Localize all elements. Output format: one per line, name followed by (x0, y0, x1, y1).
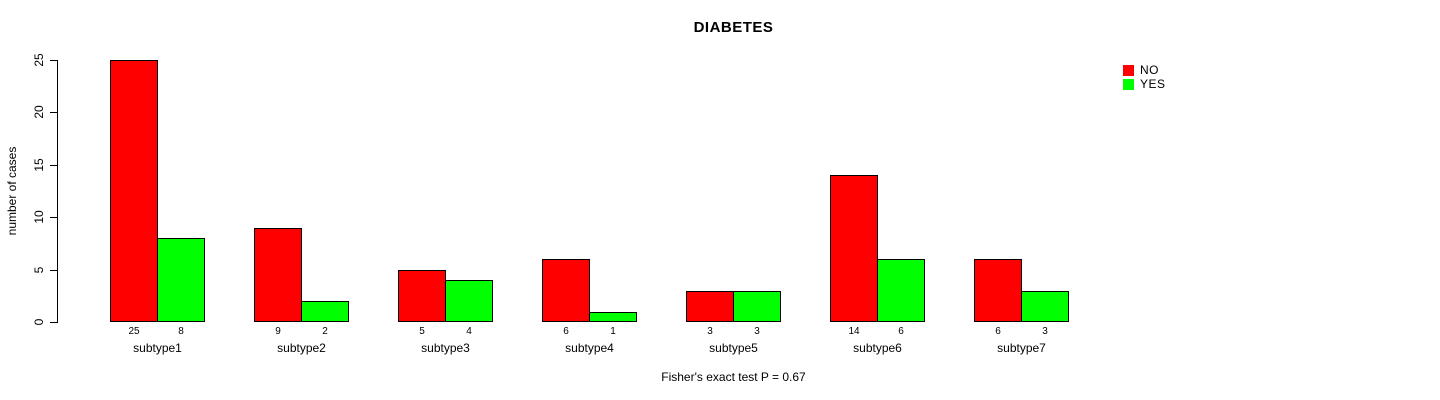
bar-value-label: 9 (275, 326, 281, 337)
yes-color-swatch (1123, 78, 1134, 90)
bar-value-label: 6 (898, 326, 904, 337)
y-tick-label: 0 (32, 318, 46, 326)
bar-value-label: 25 (128, 326, 140, 337)
y-tick-label: 20 (32, 105, 46, 119)
bar-value-label: 6 (563, 326, 569, 337)
legend: NO YES (1123, 63, 1166, 92)
y-tick-mark (50, 165, 57, 166)
bar-yes-subtype1 (157, 238, 205, 322)
bar-value-label: 5 (419, 326, 425, 337)
bar-value-label: 14 (848, 326, 860, 337)
bar-no-subtype5 (686, 291, 734, 322)
category-label: subtype7 (997, 341, 1046, 355)
bar-value-label: 4 (466, 326, 472, 337)
bar-yes-subtype7 (1021, 291, 1069, 322)
category-label: subtype3 (421, 341, 470, 355)
bar-value-label: 8 (178, 326, 184, 337)
chart-title: DIABETES (693, 19, 774, 36)
y-tick-label: 25 (32, 53, 46, 67)
category-label: subtype6 (853, 341, 902, 355)
legend-item-no: NO (1123, 63, 1166, 77)
y-axis-title: number of cases (5, 146, 19, 236)
legend-label: YES (1140, 77, 1166, 91)
y-tick-label: 10 (32, 210, 46, 224)
bar-value-label: 3 (1042, 326, 1048, 337)
bar-value-label: 6 (995, 326, 1001, 337)
y-tick-mark (50, 217, 57, 218)
bar-yes-subtype5 (733, 291, 781, 322)
bar-value-label: 3 (707, 326, 713, 337)
legend-item-yes: YES (1123, 77, 1166, 91)
legend-label: NO (1140, 63, 1159, 77)
bar-no-subtype3 (398, 270, 446, 322)
y-tick-mark (50, 112, 57, 113)
bar-no-subtype4 (542, 259, 590, 322)
y-tick-mark (50, 322, 57, 323)
bar-no-subtype7 (974, 259, 1022, 322)
category-label: subtype5 (709, 341, 758, 355)
bar-value-label: 2 (322, 326, 328, 337)
annotation-text: Fisher's exact test P = 0.67 (661, 370, 806, 384)
category-label: subtype4 (565, 341, 614, 355)
category-label: subtype2 (277, 341, 326, 355)
bar-value-label: 3 (754, 326, 760, 337)
bar-yes-subtype6 (877, 259, 925, 322)
no-color-swatch (1123, 64, 1134, 76)
bar-yes-subtype4 (589, 312, 637, 322)
bar-no-subtype1 (110, 60, 158, 322)
y-axis-line (57, 60, 58, 323)
bar-yes-subtype2 (301, 301, 349, 322)
bar-yes-subtype3 (445, 280, 493, 322)
bar-value-label: 1 (610, 326, 616, 337)
bar-no-subtype6 (830, 175, 878, 322)
y-tick-mark (50, 270, 57, 271)
y-tick-label: 15 (32, 158, 46, 172)
y-tick-mark (50, 60, 57, 61)
bar-no-subtype2 (254, 228, 302, 322)
category-label: subtype1 (133, 341, 182, 355)
y-tick-label: 5 (32, 266, 46, 274)
